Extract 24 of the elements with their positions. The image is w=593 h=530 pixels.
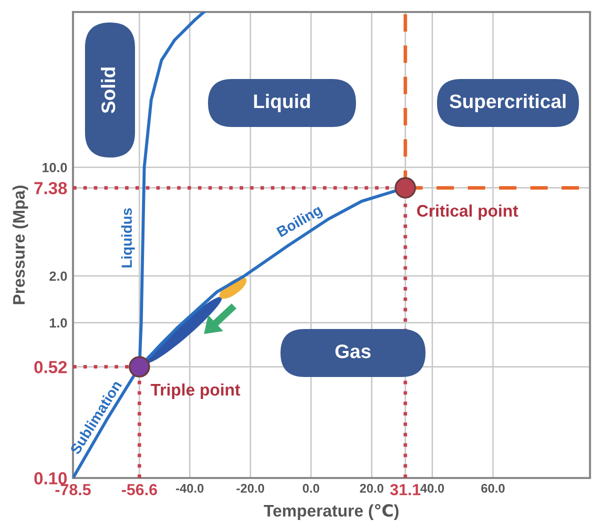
annotation: Liquid — [254, 94, 310, 112]
x-tick-label: 31.1 — [390, 484, 420, 496]
text: Liquidus — [121, 208, 135, 268]
annotation: Solid — [100, 68, 116, 114]
y-tick-label: 0.52 — [34, 360, 67, 374]
x-tick-label: 0.0 — [302, 484, 320, 493]
annotation: Gas — [335, 344, 371, 358]
x-tick-label: -78.5 — [55, 484, 91, 496]
y-tick-label: 10.0 — [42, 162, 67, 172]
x-tick-label: 40.0 — [420, 484, 444, 493]
y-tick-label: 2.0 — [50, 271, 67, 281]
y-tick-label: 0.10 — [34, 472, 67, 484]
y-tick-label: 7.38 — [34, 182, 67, 194]
x-tick-label: -40.0 — [176, 484, 204, 493]
annotation: Supercritical — [450, 94, 566, 112]
annotation: Triple point — [150, 383, 240, 399]
x-tick-label: 20.0 — [360, 484, 384, 493]
x-tick-label: -56.6 — [122, 484, 158, 496]
annotation: Critical point — [417, 204, 518, 220]
x-axis-title: Temperature (℃) — [264, 504, 398, 520]
y-axis-title: Pressure (Mpa) — [12, 186, 28, 304]
y-tick-label: 1.0 — [50, 318, 67, 328]
x-tick-label: 60.0 — [481, 484, 505, 493]
x-tick-label: -20.0 — [236, 484, 264, 493]
